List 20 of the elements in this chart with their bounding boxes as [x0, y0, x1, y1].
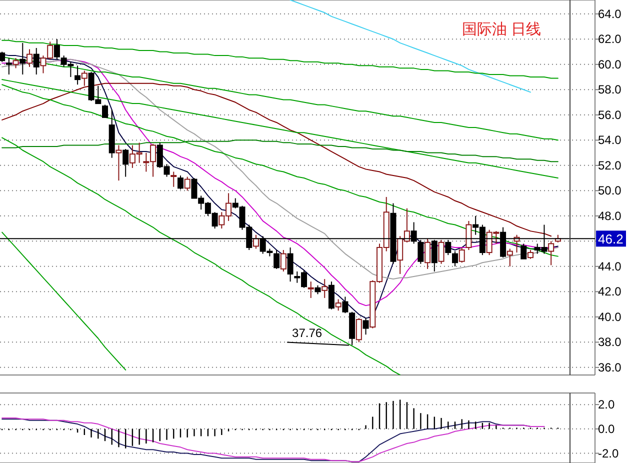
y-tick-label: 48.0 — [598, 208, 622, 223]
y-tick-label: 42.0 — [598, 284, 622, 299]
y-tick-label: 62.0 — [598, 32, 622, 46]
y-tick-label: 0.0 — [598, 422, 616, 436]
y-tick-label: 40.0 — [598, 310, 622, 324]
y-tick-label: 52.0 — [598, 158, 622, 172]
y-tick-label: 54.0 — [598, 133, 622, 148]
y-tick-label: 36.0 — [598, 360, 622, 374]
y-tick-label: 64.0 — [598, 6, 622, 21]
y-tick-label: 2.0 — [598, 398, 616, 412]
annotation: 37.76 — [292, 326, 322, 340]
y-tick-label: 50.0 — [598, 184, 622, 198]
y-tick-label: 44.0 — [598, 259, 622, 274]
text: 国际油 日线 — [462, 21, 542, 38]
y-tick-label: 58.0 — [598, 82, 622, 97]
ref-line-label: 46.2 — [598, 232, 624, 247]
y-tick-label: 38.0 — [598, 335, 622, 350]
y-tick-label: 60.0 — [598, 57, 622, 72]
y-tick-label: -2.0 — [598, 446, 620, 460]
y-tick-label: 56.0 — [598, 108, 622, 122]
